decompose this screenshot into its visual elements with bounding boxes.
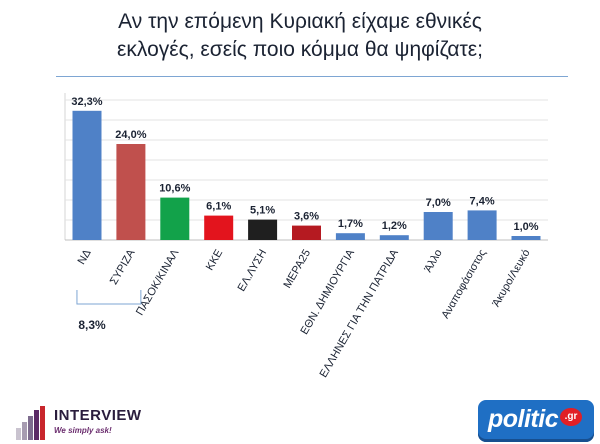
bar-4 [248, 219, 278, 240]
politic-logo-name: politic [488, 405, 559, 433]
data-label-10: 1,0% [513, 221, 538, 233]
bar-8 [423, 212, 453, 240]
data-label-4: 5,1% [250, 205, 275, 217]
bar-3 [204, 215, 234, 240]
bar-0 [72, 110, 102, 240]
category-label-3: ΚΚΕ [204, 248, 225, 273]
bar-chart: 32,3% ΝΔ 24,0% ΣΥΡΙΖΑ 10,6% ΠΑΣΟΚ/ΚΙΝΑΛ 6,1% ΚΚ… [64, 93, 548, 380]
bar-6 [335, 233, 365, 240]
category-label-10: Άκυρο/Λευκό [490, 248, 532, 309]
category-label-2: ΠΑΣΟΚ/ΚΙΝΑΛ [134, 247, 182, 318]
data-label-1: 24,0% [115, 129, 146, 141]
bar-10 [511, 236, 541, 240]
gap-bracket [76, 290, 142, 305]
bar-9 [467, 210, 497, 240]
category-label-4: ΕΛ.ΛΥΣΗ [236, 247, 270, 293]
politic-logo: politic .gr [478, 400, 594, 442]
data-label-7: 1,2% [382, 220, 407, 232]
category-label-8: Άλλο [422, 248, 445, 275]
interview-bars-icon [16, 406, 46, 440]
chart-title-line-2: εκλογές, εσείς ποιο κόμμα θα ψηφίζατε; [117, 38, 483, 61]
category-label-1: ΣΥΡΙΖΑ [108, 247, 138, 287]
data-label-3: 6,1% [206, 201, 231, 213]
data-label-5: 3,6% [294, 211, 319, 223]
data-label-0: 32,3% [71, 96, 102, 108]
category-label-0: ΝΔ [76, 247, 94, 267]
interview-logo: INTERVIEW We simply ask! [16, 404, 176, 440]
politic-logo-tld: .gr [560, 408, 582, 426]
data-label-2: 10,6% [159, 183, 190, 195]
interview-logo-tagline: We simply ask! [54, 426, 112, 435]
category-label-5: ΜΕΡΑ25 [281, 248, 313, 291]
bar-5 [292, 225, 321, 240]
category-label-9: Αναποφάσιστος [439, 247, 488, 320]
chart-title: Αν την επόμενη Κυριακή είχαμε εθνικές εκ… [0, 8, 600, 64]
category-label-7: ΕΛΛΗΝΕΣ ΓΙΑ ΤΗΝ ΠΑΤΡΙΔΑ [318, 247, 402, 380]
bar-7 [379, 235, 409, 240]
data-label-6: 1,7% [338, 218, 363, 230]
data-label-8: 7,0% [426, 197, 451, 209]
gap-annotation-label: 8,3% [78, 318, 106, 332]
chart-title-line-1: Αν την επόμενη Κυριακή είχαμε εθνικές [118, 10, 482, 33]
title-divider [56, 76, 568, 77]
data-label-9: 7,4% [470, 195, 495, 207]
bar-1 [116, 144, 146, 240]
bar-2 [160, 197, 190, 240]
interview-logo-name: INTERVIEW [54, 407, 142, 424]
